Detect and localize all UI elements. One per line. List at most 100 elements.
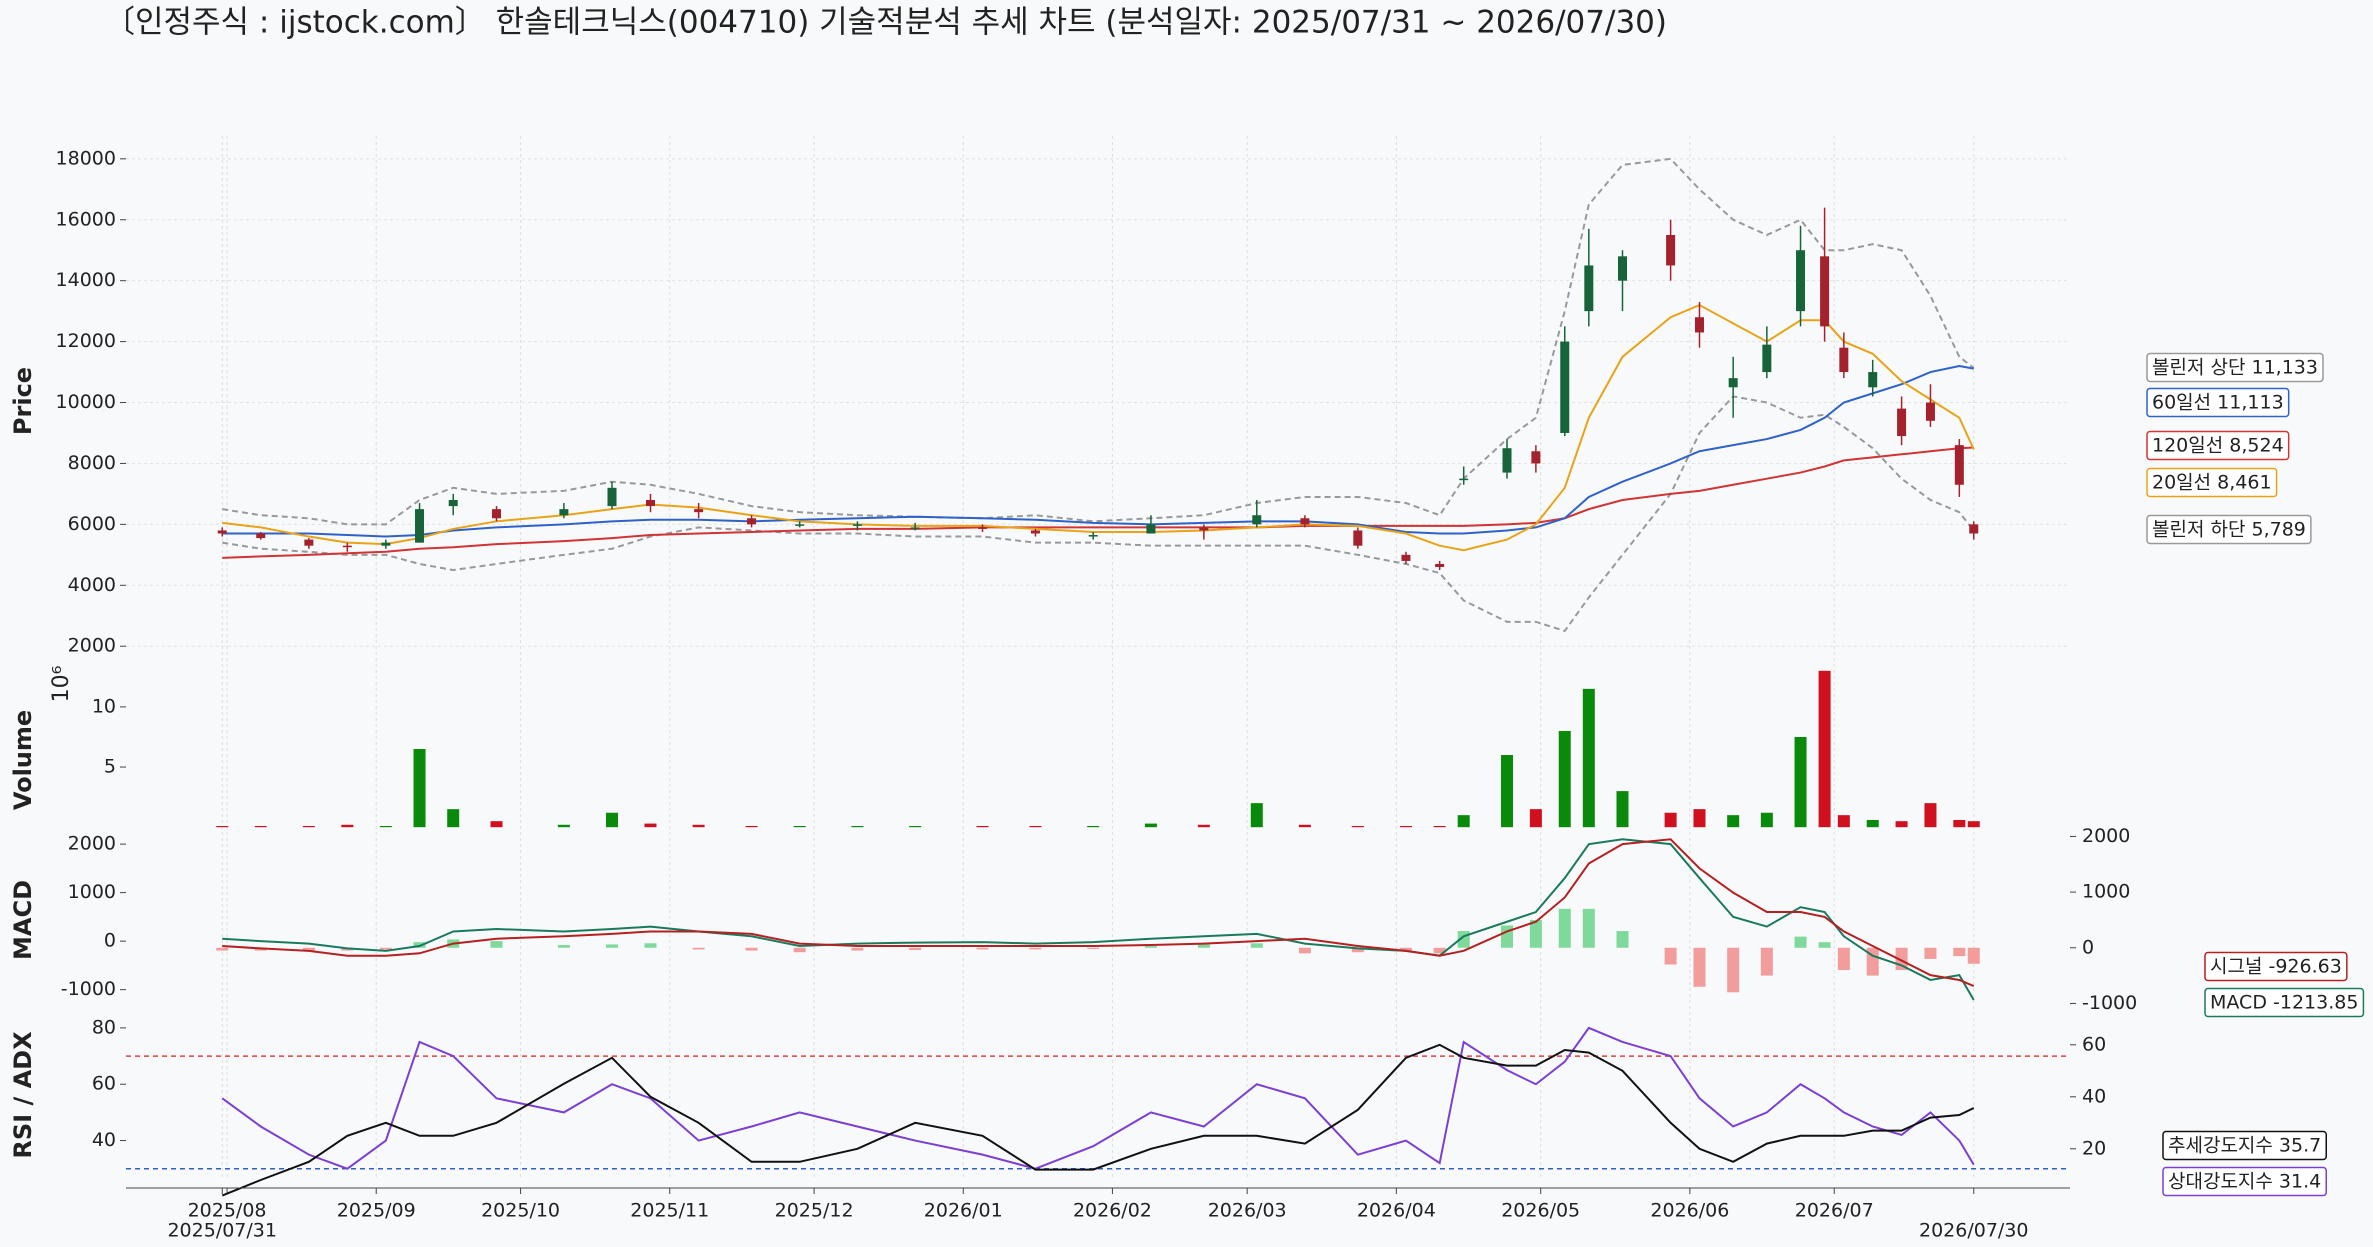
candle-body [747,518,757,525]
y2-tick-label: 2000 [2082,825,2130,847]
candle-body [1531,451,1541,464]
candle-body [1146,524,1156,534]
histogram-bar [851,947,864,951]
volume-bar [1953,819,1966,828]
candle-body [1300,518,1310,525]
volume-bar [254,825,267,828]
bollinger-band [222,395,1975,633]
histogram-bar [644,943,657,948]
candle-body [1762,344,1772,373]
candle-body [1728,378,1738,388]
x-tick-label: 2025/07/31 [167,1220,277,1242]
histogram-bar [1794,936,1807,948]
candle-body [1839,347,1849,373]
volume-bar [1529,809,1542,828]
y-tick-label: 0 [104,930,116,952]
volume-bar [1351,825,1364,828]
histogram-bar [1837,947,1850,971]
y2-tick-label: 60 [2082,1033,2106,1055]
volume-bar [1298,824,1311,828]
volume-bar [745,825,758,828]
volume-bar [1794,736,1807,828]
macd-line [222,838,1975,1001]
histogram-bar [1029,947,1042,950]
y-tick-label: 18000 [56,147,116,169]
candle-body [1868,372,1878,388]
volume-bar [341,824,354,828]
histogram-bar [1616,931,1629,948]
volume-bar [1967,821,1980,828]
annotation-label: 추세강도지수 35.7 [2168,1135,2321,1157]
x-tick-label: 2026/06 [1650,1200,1729,1222]
candle-body [910,527,920,529]
x-tick-label: 2025/12 [775,1200,854,1222]
annotation-box [2146,352,2324,383]
candle-body [1796,250,1806,312]
volume-bar [302,825,315,828]
volume-bar [1457,815,1470,828]
candle-body [1252,515,1262,525]
annotation-box [2146,430,2290,461]
candle-body [1199,527,1209,531]
histogram-bar [606,944,618,948]
y-tick-label: 60 [92,1073,116,1095]
histogram-bar [490,941,503,948]
histogram-bar [1967,947,1980,964]
histogram-bar [1953,947,1966,957]
y2-tick-label: 40 [2082,1085,2106,1107]
y-tick-label: 4000 [68,574,116,596]
x-tick-label: 2025/11 [630,1200,709,1222]
histogram-bar [1529,919,1542,948]
y-tick-label: 14000 [56,269,116,291]
histogram-bar [1433,947,1446,954]
candle-body [1820,256,1830,327]
histogram-bar [1558,908,1571,948]
y-tick-label: 2000 [68,833,116,855]
volume-bar [976,825,989,828]
y-tick-label: 16000 [56,208,116,230]
y-tick-label: 12000 [56,330,116,352]
volume-bar [1501,755,1514,828]
candle-body [448,499,458,507]
x-tick-label: 2026/05 [1501,1200,1580,1222]
annotation-label: 20일선 8,461 [2152,472,2272,494]
histogram-bar [1582,908,1595,948]
volume-bar [1087,825,1100,828]
volume-bar [606,812,618,828]
annotation-label: 볼린저 하단 5,789 [2152,519,2306,541]
candle-body [795,524,805,526]
volume-bar [1197,824,1210,828]
y-tick-label: 40 [92,1129,116,1151]
volume-bar [909,825,922,828]
y-tick-label: 1000 [68,881,116,903]
annotation-box [2204,951,2348,982]
candle-body [217,530,227,534]
y-tick-label: -1000 [61,978,116,1000]
histogram-bar [1250,943,1263,948]
y2-tick-label: 0 [2082,936,2094,958]
volume-bar [692,824,705,828]
histogram-bar [1693,947,1706,987]
y-axis-label: Price [9,367,37,435]
x-tick-label: 2025/09 [337,1200,416,1222]
candle-body [492,509,502,519]
y-axis-label: RSI / ADX [9,1031,37,1159]
histogram-bar [1351,947,1364,953]
histogram-bar [1087,947,1100,949]
volume-bar [851,825,864,828]
annotation-label: 볼린저 상단 11,133 [2152,357,2318,379]
histogram-bar [1664,947,1677,965]
x-tick-label: 2026/03 [1208,1200,1287,1222]
candle-body [342,545,352,548]
histogram-bar [1501,925,1514,948]
volume-bar [1144,823,1157,828]
candle-body [1925,402,1935,421]
candle-body [1030,530,1040,534]
candle-body [256,533,266,539]
x-tick-label: 2026/02 [1073,1200,1152,1222]
volume-bar [1760,812,1773,828]
macd-line [222,838,1975,988]
annotation-label: 60일선 11,113 [2152,392,2284,414]
candle-body [1353,530,1363,546]
